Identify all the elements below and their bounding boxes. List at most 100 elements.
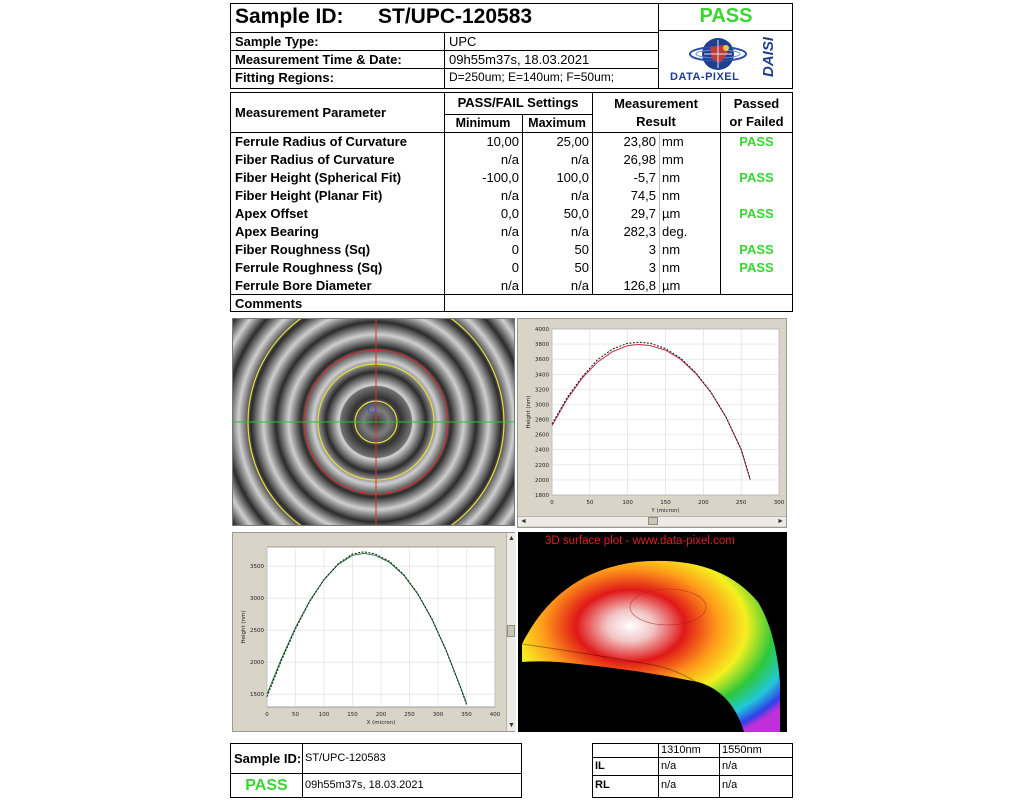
fitting-regions-label: Fitting Regions: — [235, 70, 334, 85]
scroll-down-arrow-icon[interactable]: ▼ — [508, 722, 515, 729]
footer-status-badge: PASS — [245, 777, 288, 794]
footer-sample-id-label: Sample ID: — [234, 751, 302, 766]
row-minimum-value: n/a — [500, 152, 519, 167]
y-tick-label: 2000 — [250, 660, 264, 666]
x-axis-label: Y (micron) — [650, 508, 679, 514]
y-tick-label: 4000 — [535, 327, 549, 333]
row-maximum-value: 25,00 — [556, 134, 589, 149]
scroll-left-arrow-icon[interactable]: ◄ — [520, 518, 527, 525]
row-maximum-value: 50 — [574, 242, 589, 257]
x-tick-label: 200 — [698, 500, 709, 506]
loss-il-1310: n/a — [661, 760, 677, 772]
y-tick-label: 2600 — [535, 433, 549, 439]
measurement-time-value: 09h55m37s, 18.03.2021 — [449, 52, 590, 67]
row-parameter-label: Apex Bearing — [235, 224, 319, 239]
row-result-value: 26,98 — [623, 152, 656, 167]
header-status-badge: PASS — [699, 5, 753, 27]
row-maximum-value: n/a — [570, 278, 589, 293]
x-tick-label: 300 — [433, 712, 444, 718]
y-tick-label: 3800 — [535, 342, 549, 348]
x-tick-label: 300 — [774, 500, 785, 506]
row-minimum-value: 0,0 — [500, 206, 519, 221]
y-tick-label: 3500 — [250, 564, 264, 570]
measurement-time-label: Measurement Time & Date: — [235, 52, 402, 67]
loss-header-1550: 1550nm — [722, 744, 762, 756]
horizontal-scrollbar[interactable]: ◄ ► — [518, 516, 786, 526]
row-parameter-label: Fiber Radius of Curvature — [235, 152, 395, 167]
x-tick-label: 0 — [265, 712, 269, 718]
row-unit-label: µm — [662, 206, 681, 221]
x-tick-label: 50 — [292, 712, 299, 718]
col-header-result-2: Result — [636, 114, 676, 129]
scroll-right-arrow-icon[interactable]: ► — [777, 518, 784, 525]
footer-sample-box — [230, 743, 522, 798]
x-tick-label: 150 — [660, 500, 671, 506]
col-header-maximum: Maximum — [528, 116, 586, 130]
row-parameter-label: Apex Offset — [235, 206, 308, 221]
report-header — [230, 3, 793, 89]
scroll-thumb-vertical[interactable] — [507, 625, 515, 637]
fitting-regions-value: D=250um; E=140um; F=50um; — [449, 70, 615, 84]
loss-rl-1310: n/a — [661, 779, 677, 791]
loss-row-label-il: IL — [595, 760, 605, 772]
col-header-passfail-1: Passed — [733, 96, 780, 111]
col-header-passfail-2: or Failed — [729, 114, 784, 129]
row-maximum-value: n/a — [570, 224, 589, 239]
row-unit-label: mm — [662, 152, 684, 167]
scroll-up-arrow-icon[interactable]: ▲ — [508, 535, 515, 542]
row-result-value: 3 — [648, 242, 656, 257]
row-parameter-label: Fiber Height (Spherical Fit) — [235, 170, 402, 185]
y-tick-label: 2800 — [535, 418, 549, 424]
row-minimum-value: 0 — [511, 260, 519, 275]
row-status-badge: PASS — [739, 170, 774, 185]
vertical-scrollbar[interactable]: ▲ ▼ — [506, 533, 516, 731]
col-header-result-1: Measurement — [614, 96, 698, 111]
row-minimum-value: -100,0 — [482, 170, 519, 185]
loss-table — [592, 743, 793, 798]
col-header-parameter: Measurement Parameter — [235, 105, 387, 120]
y-tick-label: 2000 — [535, 478, 549, 484]
row-unit-label: nm — [662, 242, 681, 257]
sample-id-value: ST/UPC-120583 — [378, 5, 533, 28]
x-axis-label: X (micron) — [367, 720, 396, 726]
series-line-1 — [266, 551, 467, 705]
row-result-value: 3 — [648, 260, 656, 275]
series-line-1 — [551, 341, 751, 480]
loss-row-label-rl: RL — [595, 779, 610, 791]
row-result-value: 29,7 — [630, 206, 656, 221]
row-minimum-value: 0 — [511, 242, 519, 257]
profile-plot-y: 0 50 100 150 200 250 300 1800 2000 2200 2400 2600 28… — [518, 319, 786, 517]
y-axis-label: Height (nm) — [526, 395, 532, 428]
row-parameter-label: Fiber Roughness (Sq) — [235, 242, 371, 257]
surface-plot-title: 3D surface plot - www.data-pixel.com — [545, 535, 735, 547]
x-tick-label: 400 — [490, 712, 501, 718]
row-result-value: 126,8 — [623, 278, 656, 293]
y-tick-label: 2200 — [535, 463, 549, 469]
scroll-thumb[interactable] — [648, 517, 658, 525]
row-unit-label: µm — [662, 278, 681, 293]
y-tick-label: 3000 — [535, 402, 549, 408]
row-minimum-value: n/a — [500, 278, 519, 293]
row-status-badge: PASS — [739, 260, 774, 275]
sample-type-label: Sample Type: — [235, 34, 319, 49]
row-maximum-value: n/a — [570, 152, 589, 167]
row-result-value: 74,5 — [630, 188, 656, 203]
loss-il-1550: n/a — [722, 760, 738, 772]
profile-plot-x-panel: 0 50 100 150 200 250 300 350 400 1500 2000 2500 3000… — [232, 532, 516, 732]
x-tick-label: 250 — [404, 712, 415, 718]
row-maximum-value: 50,0 — [563, 206, 589, 221]
row-parameter-label: Ferrule Roughness (Sq) — [235, 260, 383, 275]
x-tick-label: 100 — [319, 712, 330, 718]
x-tick-label: 50 — [586, 500, 593, 506]
row-parameter-label: Ferrule Bore Diameter — [235, 278, 372, 293]
profile-plot-y-panel: 0 50 100 150 200 250 300 1800 2000 2200 2400 2600 28… — [517, 318, 787, 528]
x-tick-label: 100 — [622, 500, 633, 506]
interferogram-image — [232, 318, 515, 526]
x-tick-label: 250 — [736, 500, 747, 506]
y-tick-label: 2500 — [250, 628, 264, 634]
y-tick-label: 1800 — [535, 493, 549, 499]
row-unit-label: deg. — [662, 224, 688, 239]
row-unit-label: mm — [662, 134, 684, 149]
row-minimum-value: n/a — [500, 188, 519, 203]
x-tick-label: 150 — [347, 712, 358, 718]
